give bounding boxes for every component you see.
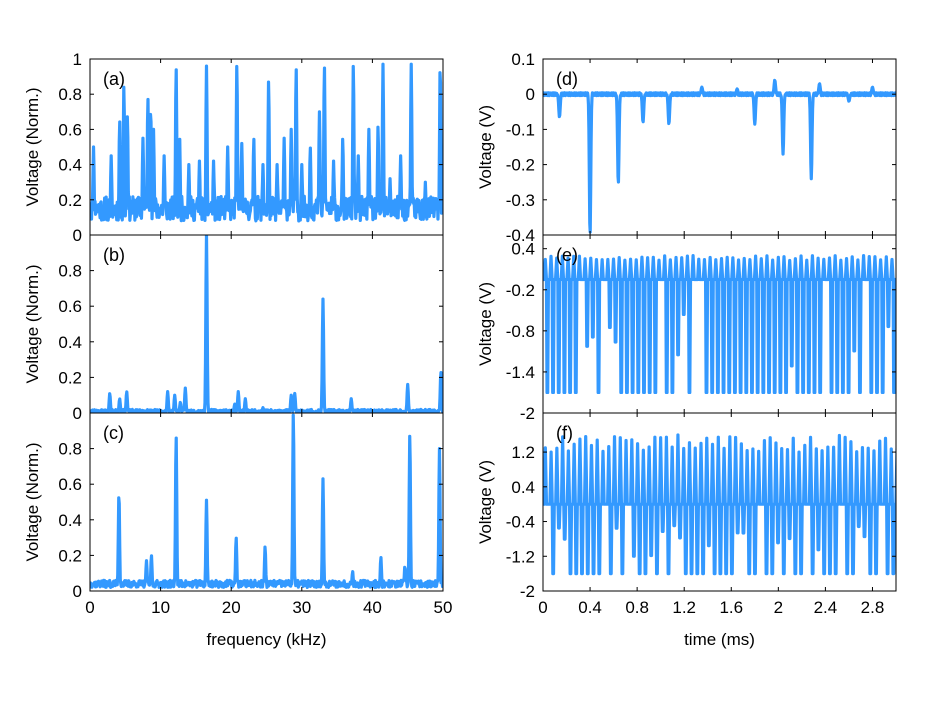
panel-label-c: (c) bbox=[103, 423, 124, 443]
x-tick-label-c: 50 bbox=[434, 598, 453, 617]
y-tick-label-a: 0 bbox=[73, 226, 82, 245]
y-tick-label-b: 0.8 bbox=[58, 262, 82, 281]
panel-label-d: (d) bbox=[556, 69, 578, 89]
panel-label-a: (a) bbox=[103, 69, 125, 89]
y-tick-label-a: 1 bbox=[73, 50, 82, 69]
x-tick-label-f: 2.8 bbox=[861, 598, 885, 617]
y-axis-label-f: Voltage (V) bbox=[476, 460, 495, 544]
x-tick-label-f: 1.6 bbox=[719, 598, 743, 617]
y-tick-label-e: -1.4 bbox=[506, 363, 535, 382]
y-tick-label-a: 0.2 bbox=[58, 191, 82, 210]
y-tick-label-e: -0.2 bbox=[506, 281, 535, 300]
series-line-b bbox=[90, 235, 443, 413]
y-tick-label-b: 0.4 bbox=[58, 333, 82, 352]
x-tick-label-f: 0 bbox=[538, 598, 547, 617]
x-tick-label-f: 2 bbox=[774, 598, 783, 617]
series-line-a bbox=[90, 62, 443, 223]
x-tick-label-c: 40 bbox=[363, 598, 382, 617]
x-tick-label-f: 2.4 bbox=[814, 598, 838, 617]
y-axis-label-c: Voltage (Norm.) bbox=[23, 442, 42, 561]
y-tick-label-d: -0.3 bbox=[506, 191, 535, 210]
y-tick-label-f: -0.4 bbox=[506, 513, 535, 532]
series-line-d bbox=[543, 78, 896, 234]
panel-d: -0.4 -0.3 -0.2 -0.1 0 0.1 Voltage (V) (d) bbox=[476, 50, 897, 245]
x-axis-label-f: time (ms) bbox=[684, 630, 755, 649]
axes-frame-d bbox=[542, 58, 897, 236]
y-tick-label-c: 0 bbox=[73, 582, 82, 601]
y-tick-label-d: 0 bbox=[526, 85, 535, 104]
y-tick-label-d: 0.1 bbox=[511, 50, 535, 69]
y-tick-label-e: 0.4 bbox=[511, 240, 535, 259]
panel-label-f: (f) bbox=[556, 423, 573, 443]
y-tick-label-d: -0.4 bbox=[506, 226, 535, 245]
panel-label-b: (b) bbox=[103, 245, 125, 265]
x-tick-label-c: 20 bbox=[222, 598, 241, 617]
y-axis-label-e: Voltage (V) bbox=[476, 282, 495, 366]
y-tick-label-b: 0.6 bbox=[58, 297, 82, 316]
panel-b: 0 0.2 0.4 0.6 0.8 Voltage (Norm.) (b) bbox=[23, 234, 444, 423]
y-tick-label-c: 0.6 bbox=[58, 475, 82, 494]
y-tick-label-a: 0.8 bbox=[58, 85, 82, 104]
y-tick-label-c: 0.8 bbox=[58, 440, 82, 459]
y-tick-label-b: 0 bbox=[73, 404, 82, 423]
x-axis-label-c: frequency (kHz) bbox=[207, 630, 327, 649]
series-line-f bbox=[543, 433, 896, 576]
y-tick-label-e: -2 bbox=[520, 404, 535, 423]
panel-a: 0 0.2 0.4 0.6 0.8 1 Voltage (Norm.) (a) bbox=[23, 50, 444, 245]
axes-frame-c bbox=[89, 412, 444, 592]
x-tick-label-c: 0 bbox=[85, 598, 94, 617]
y-tick-label-f: -2 bbox=[520, 582, 535, 601]
x-tick-label-f: 1.2 bbox=[672, 598, 696, 617]
y-tick-label-e: -0.8 bbox=[506, 322, 535, 341]
y-tick-label-a: 0.6 bbox=[58, 120, 82, 139]
panel-e: -2 -1.4 -0.8 -0.2 0.4 Voltage (V) (e) bbox=[476, 234, 897, 423]
y-axis-label-b: Voltage (Norm.) bbox=[23, 264, 42, 383]
y-tick-label-d: -0.1 bbox=[506, 120, 535, 139]
y-tick-label-b: 0.2 bbox=[58, 368, 82, 387]
y-axis-label-d: Voltage (V) bbox=[476, 105, 495, 189]
y-tick-label-f: 0.4 bbox=[511, 478, 535, 497]
y-tick-label-f: 1.2 bbox=[511, 443, 535, 462]
y-axis-label-a: Voltage (Norm.) bbox=[23, 87, 42, 206]
y-tick-label-c: 0.4 bbox=[58, 511, 82, 530]
series-line-e bbox=[543, 254, 896, 395]
panel-c: 0 10 20 30 40 50 0 0.2 0.4 0.6 0.8 Voltage (Norm.) f… bbox=[23, 412, 453, 649]
x-tick-label-f: 0.4 bbox=[578, 598, 602, 617]
axes-frame-b bbox=[89, 234, 444, 414]
y-tick-label-d: -0.2 bbox=[506, 156, 535, 175]
panel-f: 0 0.4 0.8 1.2 1.6 2 2.4 2.8 -2 -1.2 -0.4 0.4 1.2 Volt… bbox=[476, 412, 897, 649]
series-line-c bbox=[90, 413, 443, 590]
panel-label-e: (e) bbox=[556, 245, 578, 265]
x-tick-label-f: 0.8 bbox=[625, 598, 649, 617]
y-tick-label-f: -1.2 bbox=[506, 547, 535, 566]
x-tick-label-c: 10 bbox=[151, 598, 170, 617]
x-tick-label-c: 30 bbox=[292, 598, 311, 617]
y-tick-label-a: 0.4 bbox=[58, 156, 82, 175]
y-tick-label-c: 0.2 bbox=[58, 546, 82, 565]
axes-frame-f bbox=[542, 412, 897, 592]
